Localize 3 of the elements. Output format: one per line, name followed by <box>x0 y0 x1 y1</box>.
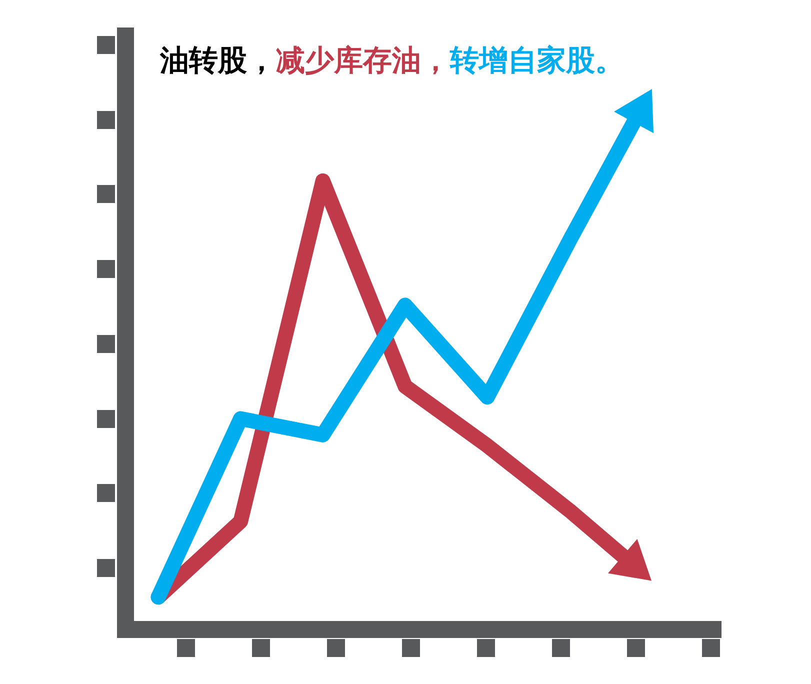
chart-title: 油转股， <box>160 43 276 77</box>
series-label: 转增自家股。 <box>450 43 624 77</box>
text: 减少库存油， <box>276 43 450 77</box>
